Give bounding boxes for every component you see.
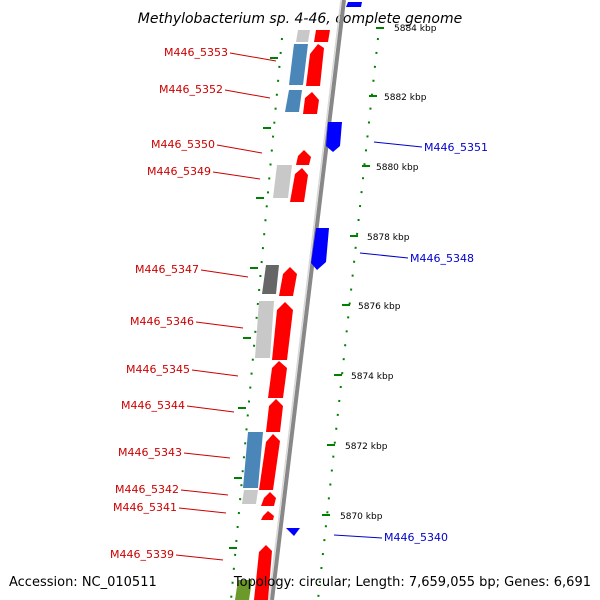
gene-label: M446_5351	[424, 141, 488, 154]
tick-label: 5882 kbp	[384, 93, 427, 103]
tick-label: 5872 kbp	[345, 442, 388, 452]
reverse-gene-arrow	[286, 528, 300, 536]
gene-label: M446_5339	[110, 548, 174, 561]
reverse-gene-arrow	[326, 122, 342, 152]
genome-stats-label: Topology: circular; Length: 7,659,055 bp…	[233, 575, 591, 590]
gene-label: M446_5344	[121, 399, 185, 412]
feature-block	[262, 265, 279, 294]
gene-label: M446_5348	[410, 252, 474, 265]
inner-dotted-guide	[230, 37, 283, 600]
forward-gene-arrow	[266, 399, 283, 432]
forward-gene-arrow	[254, 545, 272, 600]
tick-label: 5870 kbp	[340, 512, 383, 522]
leader-line	[229, 52, 277, 62]
leader-line	[186, 405, 235, 413]
tick-label: 5876 kbp	[358, 302, 401, 312]
forward-gene-arrow	[272, 302, 293, 360]
leader-line	[216, 144, 263, 154]
right-gene-labels: M446_5351 M446_5348 M446_5340	[333, 141, 488, 544]
scale-ticks: 5884 kbp 5882 kbp 5880 kbp 5878 kbp 5876…	[322, 24, 437, 522]
forward-genes	[254, 30, 330, 600]
gene-label: M446_5340	[384, 531, 448, 544]
gene-label: M446_5352	[159, 83, 223, 96]
leader-line	[200, 269, 249, 278]
tick-label: 5884 kbp	[394, 24, 437, 34]
forward-gene-arrow	[261, 492, 276, 506]
gene-label: M446_5343	[118, 446, 182, 459]
feature-block	[273, 165, 292, 198]
feature-block	[289, 44, 308, 85]
left-gene-labels: M446_5353 M446_5352 M446_5350 M446_5349 …	[110, 46, 277, 561]
gene-label: M446_5353	[164, 46, 228, 59]
leader-line	[224, 89, 271, 99]
leader-line	[212, 171, 261, 180]
feature-blocks	[235, 30, 310, 600]
leader-line	[373, 141, 423, 148]
gene-label: M446_5346	[130, 315, 194, 328]
forward-gene-arrow	[268, 361, 287, 398]
reverse-genes	[286, 2, 362, 536]
forward-gene-arrow	[306, 44, 324, 86]
leader-line	[178, 507, 227, 514]
forward-gene-arrow	[279, 267, 297, 296]
forward-gene-arrow	[259, 434, 280, 490]
gene-label: M446_5342	[115, 483, 179, 496]
feature-block	[255, 301, 274, 358]
gene-label: M446_5345	[126, 363, 190, 376]
feature-block	[285, 90, 302, 112]
tick-label: 5880 kbp	[376, 163, 419, 173]
inner-ticks	[229, 57, 278, 549]
feature-block	[235, 580, 252, 600]
leader-line	[359, 252, 409, 259]
leader-line	[195, 321, 244, 329]
map-title: Methylobacterium sp. 4-46, complete geno…	[138, 11, 462, 27]
leader-line	[180, 489, 229, 496]
forward-gene-arrow	[261, 511, 274, 520]
gene-label: M446_5349	[147, 165, 211, 178]
feature-block	[243, 432, 263, 488]
leader-line	[183, 452, 231, 459]
forward-gene-arrow	[290, 168, 308, 202]
gene-label: M446_5341	[113, 501, 177, 514]
reverse-gene-arrow	[346, 2, 362, 7]
backbone-axis	[270, 0, 346, 600]
accession-label: Accession: NC_010511	[9, 575, 157, 590]
forward-gene-arrow	[314, 30, 330, 42]
leader-line	[191, 369, 239, 377]
gene-label: M446_5350	[151, 138, 215, 151]
reverse-gene-arrow	[311, 228, 329, 270]
tick-label: 5878 kbp	[367, 233, 410, 243]
backbone-axis-highlight	[268, 0, 342, 600]
leader-line	[175, 554, 224, 561]
feature-block	[296, 30, 310, 42]
leader-line	[333, 534, 383, 539]
feature-block	[242, 490, 258, 504]
forward-gene-arrow	[296, 150, 311, 165]
gene-label: M446_5347	[135, 263, 199, 276]
forward-gene-arrow	[303, 92, 319, 114]
tick-label: 5874 kbp	[351, 372, 394, 382]
